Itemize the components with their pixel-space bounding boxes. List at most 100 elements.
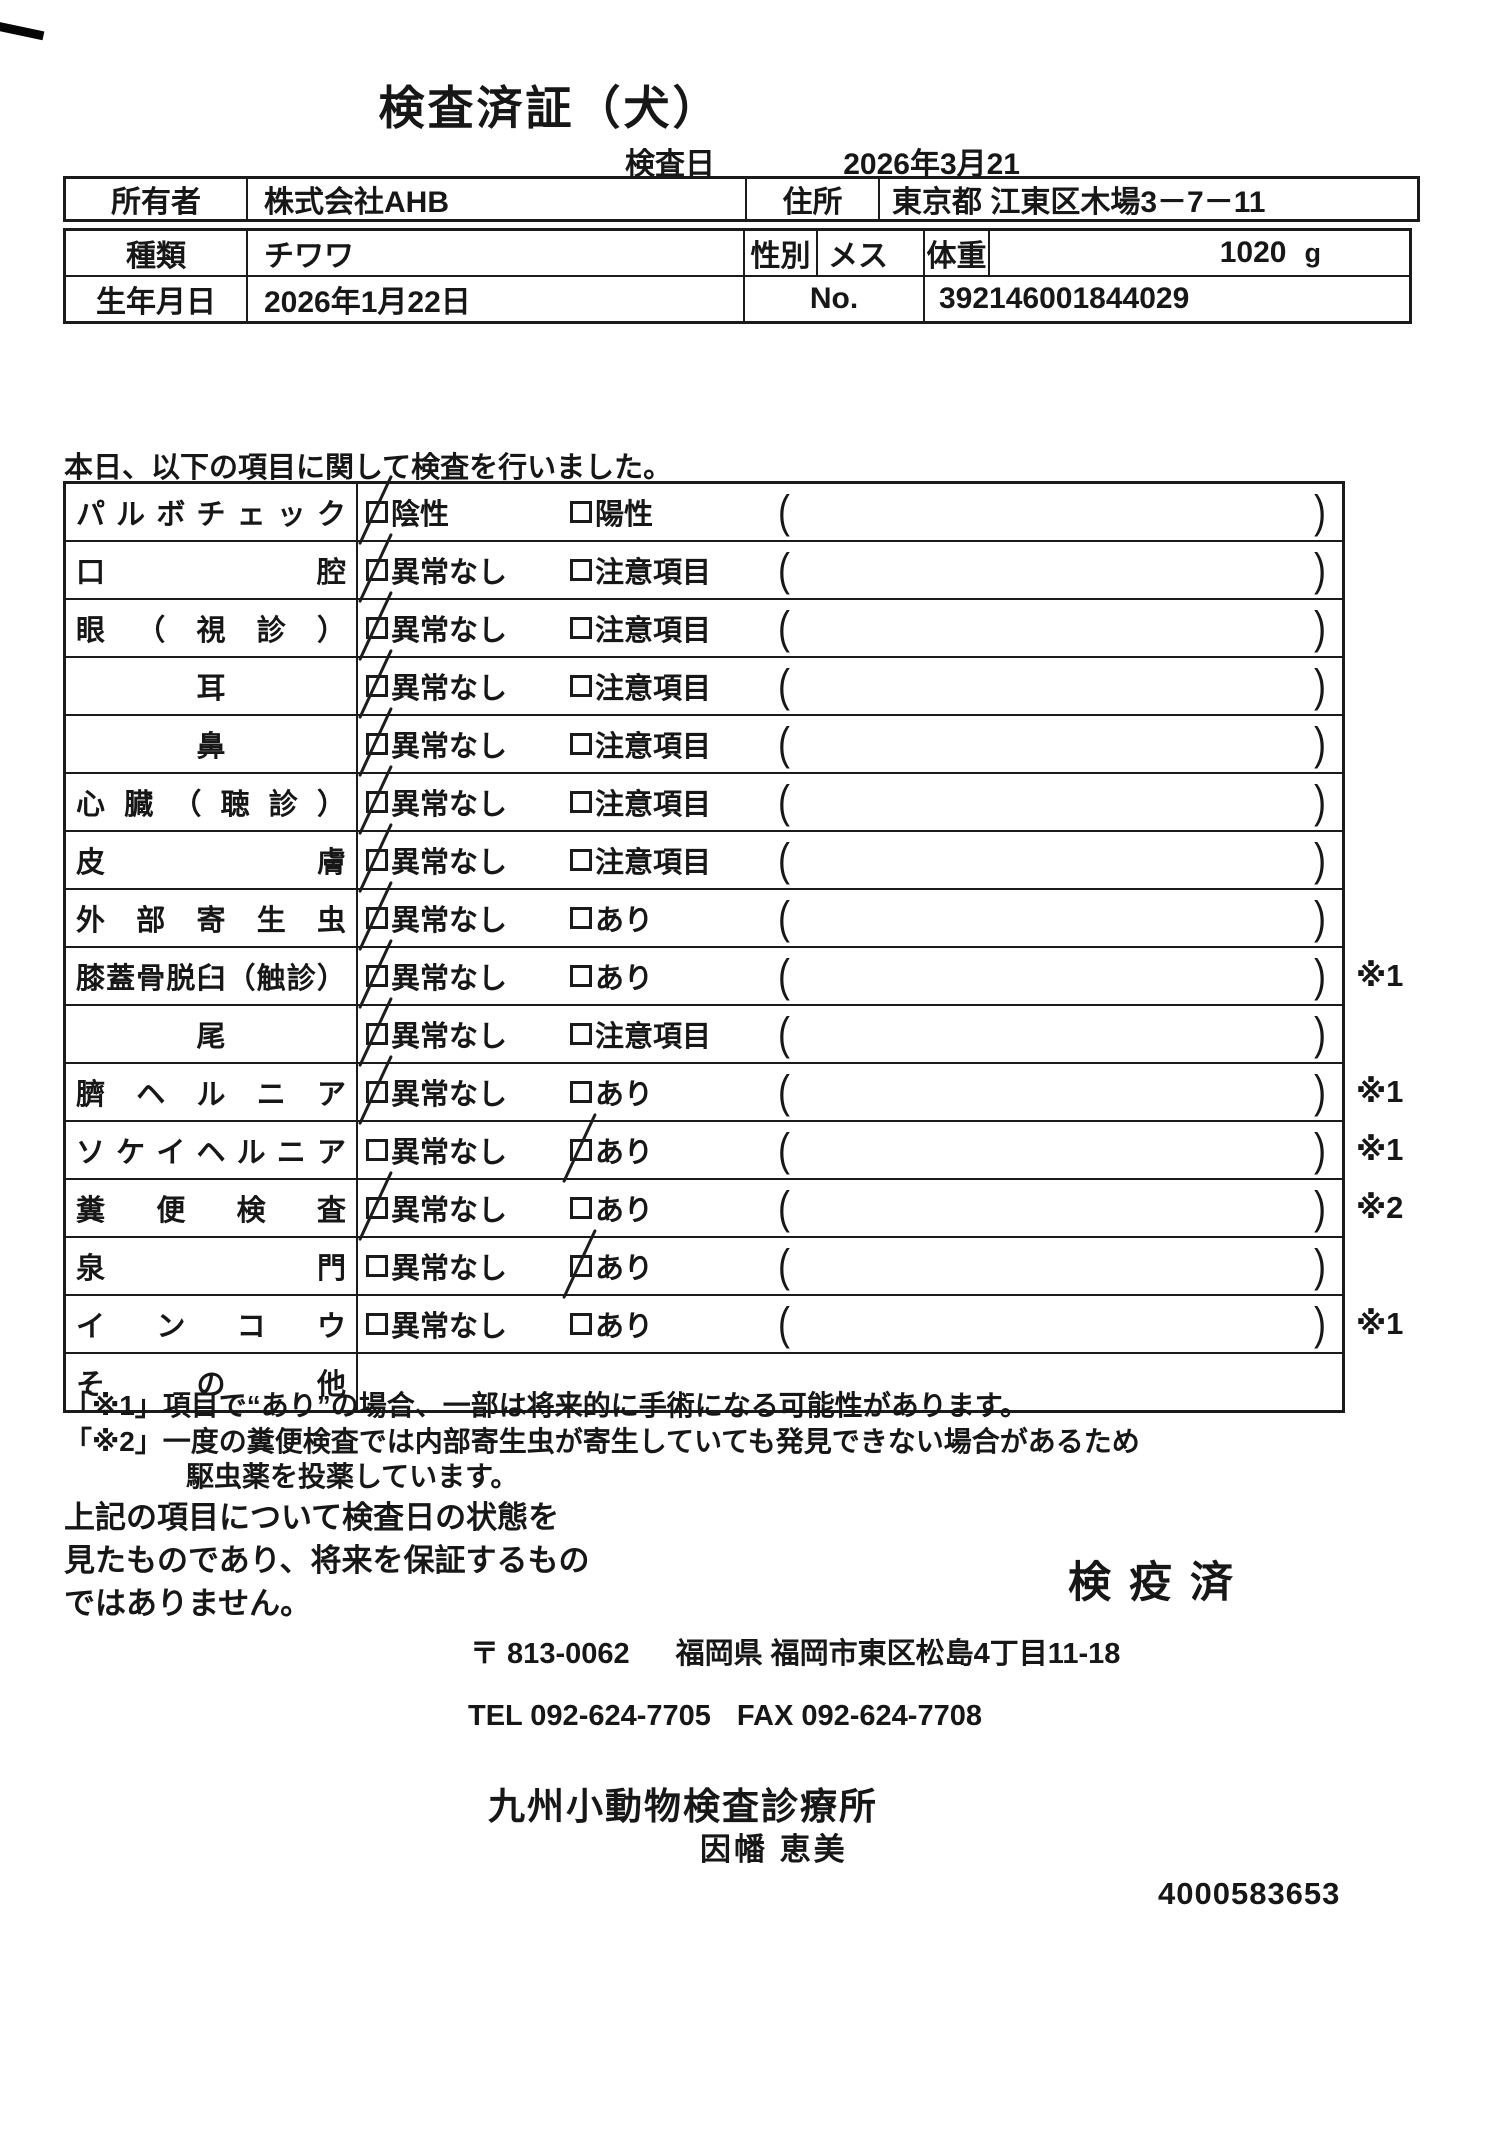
- checklist-item-label: 外部寄生虫: [66, 890, 358, 946]
- checklist-option-1: 異常なし: [366, 723, 507, 765]
- checklist-row-content: 異常なし 注意項目 ( ): [358, 706, 1342, 778]
- option-label: 異常なし: [391, 789, 508, 821]
- inspection-date-label: 検査日: [625, 148, 715, 181]
- checkbox-icon: [366, 1313, 388, 1335]
- paren-open: (: [778, 659, 790, 711]
- checklist-row-content: 異常なし あり ( ): [358, 1228, 1342, 1300]
- option-label: あり: [595, 1079, 654, 1111]
- option-label: 注意項目: [595, 557, 712, 589]
- clinic-tel: TEL 092-624-7705: [468, 1700, 711, 1732]
- checklist-row: 尾 異常なし 注意項目 ( ): [66, 996, 1342, 1068]
- checklist-row: 口腔 異常なし 注意項目 ( ): [66, 532, 1342, 604]
- checklist-item-label: 鼻: [66, 716, 358, 772]
- checklist-item-label: 眼（視診）: [66, 600, 358, 656]
- checklist-row-content: 異常なし 注意項目 ( ): [358, 590, 1342, 662]
- option-label: 異常なし: [391, 1195, 508, 1227]
- checklist-item-label: 口腔: [66, 542, 358, 598]
- checklist-item-label: 糞便検査: [66, 1180, 358, 1236]
- option-label: あり: [595, 1253, 654, 1285]
- checklist-row: 泉門 異常なし あり ( ): [66, 1228, 1342, 1300]
- checkbox-icon: [570, 1023, 592, 1045]
- checklist-option-2: 注意項目: [570, 607, 711, 649]
- checklist-item-label: その他: [66, 1354, 358, 1410]
- paren-close: ): [1314, 1065, 1326, 1117]
- checklist-option-1: 異常なし: [366, 1187, 507, 1229]
- clinic-address: 福岡県 福岡市東区松島4丁目11-18: [675, 1638, 1121, 1670]
- paren-close: ): [1314, 1297, 1326, 1349]
- paren-close: ): [1314, 833, 1326, 885]
- sex-value: メス: [818, 231, 925, 275]
- checklist-row: 鼻 異常なし 注意項目 ( ): [66, 706, 1342, 778]
- checklist-option-1: 異常なし: [366, 897, 507, 939]
- paren-open: (: [778, 1181, 790, 1233]
- option-label: あり: [595, 1195, 654, 1227]
- paren-open: (: [778, 833, 790, 885]
- weight-value: 1020: [1219, 236, 1287, 269]
- checkbox-icon: [570, 733, 592, 755]
- checkbox-icon: [570, 559, 592, 581]
- note-marker: ※1: [1356, 1132, 1404, 1167]
- checklist-item-label: パルボチェック: [66, 484, 358, 540]
- checklist-option-1: 異常なし: [366, 839, 507, 881]
- option-label: 異常なし: [391, 1079, 508, 1111]
- paren-open: (: [778, 601, 790, 653]
- clinic-postal-address: 〒 813-0062 福岡県 福岡市東区松島4丁目11-18: [470, 1630, 1120, 1672]
- no-value: 392146001844029: [939, 282, 1190, 315]
- pet-table: 種類 チワワ 性別 メス 体重 1020 g 生年月日 2026年1月22日 N…: [63, 228, 1412, 324]
- paren-open: (: [778, 891, 790, 943]
- inspection-date-value: 2026年3月21日: [843, 148, 1020, 225]
- checklist-row-content: 異常なし あり ( ): [358, 880, 1342, 952]
- option-label: あり: [595, 1137, 654, 1169]
- note-marker: ※1: [1356, 958, 1404, 993]
- checklist-row: ソケイヘルニア 異常なし あり ( ) ※1: [66, 1112, 1403, 1184]
- option-label: 異常なし: [391, 1311, 508, 1343]
- paren-close: ): [1314, 659, 1326, 711]
- paren-open: (: [778, 1065, 790, 1117]
- address-label: 住所: [747, 179, 880, 219]
- intro-text: 本日、以下の項目に関して検査を行いました。: [64, 452, 673, 484]
- paren-close: ): [1314, 1007, 1326, 1059]
- checklist-row-content: 異常なし あり ( ): [358, 1170, 1342, 1242]
- disclaimer-text: 上記の項目について検査日の状態を 見たものであり、将来を保証するもの ではありま…: [64, 1496, 589, 1625]
- option-label: 異常なし: [391, 615, 508, 647]
- checklist-row: その他: [66, 1352, 1342, 1410]
- checklist-row-content: 異常なし あり ( ): [358, 1054, 1342, 1126]
- paren-close: ): [1314, 1181, 1326, 1233]
- checkbox-icon: [366, 1255, 388, 1277]
- checklist-option-1: 陰性: [366, 491, 449, 533]
- checklist-option-1: 異常なし: [366, 1071, 507, 1113]
- checkbox-icon: [570, 907, 592, 929]
- checklist-option-1: 異常なし: [366, 549, 507, 591]
- disclaimer-line-3: ではありません。: [64, 1586, 312, 1621]
- option-label: あり: [595, 905, 654, 937]
- checklist-option-2: 注意項目: [570, 839, 711, 881]
- option-label: 異常なし: [391, 557, 508, 589]
- checklist-option-2: あり: [570, 955, 653, 997]
- checkbox-icon: [570, 965, 592, 987]
- checklist-item-label: 耳: [66, 658, 358, 714]
- checklist-option-2: 陽性: [570, 491, 653, 533]
- checkbox-icon: [570, 675, 592, 697]
- footnote-1: 「※1」項目で“あり”の場合、一部は将来的に手術になる可能性があります。: [64, 1390, 1028, 1421]
- checklist-option-2: 注意項目: [570, 549, 711, 591]
- checklist-item-label: 尾: [66, 1006, 358, 1062]
- option-label: 異常なし: [391, 731, 508, 763]
- checklist-option-1: 異常なし: [366, 1303, 507, 1345]
- option-label: 異常なし: [391, 1021, 508, 1053]
- checklist-row-content: 異常なし 注意項目 ( ): [358, 648, 1342, 720]
- checklist-option-1: 異常なし: [366, 1013, 507, 1055]
- option-label: 注意項目: [595, 789, 712, 821]
- checkbox-icon: [570, 501, 592, 523]
- option-label: 異常なし: [391, 905, 508, 937]
- checklist-option-1: 異常なし: [366, 781, 507, 823]
- veterinarian-name: 因幡 恵美: [700, 1832, 848, 1867]
- paren-open: (: [778, 485, 790, 537]
- checklist-option-2: あり: [570, 897, 653, 939]
- checklist-option-2: あり: [570, 1071, 653, 1113]
- checklist-item-label: インコウ: [66, 1296, 358, 1352]
- owner-label: 所有者: [66, 179, 248, 219]
- no-label: No.: [745, 277, 925, 321]
- checklist-item-label: 膝蓋骨脱臼（触診）: [66, 948, 358, 1004]
- checklist-option-2: 注意項目: [570, 723, 711, 765]
